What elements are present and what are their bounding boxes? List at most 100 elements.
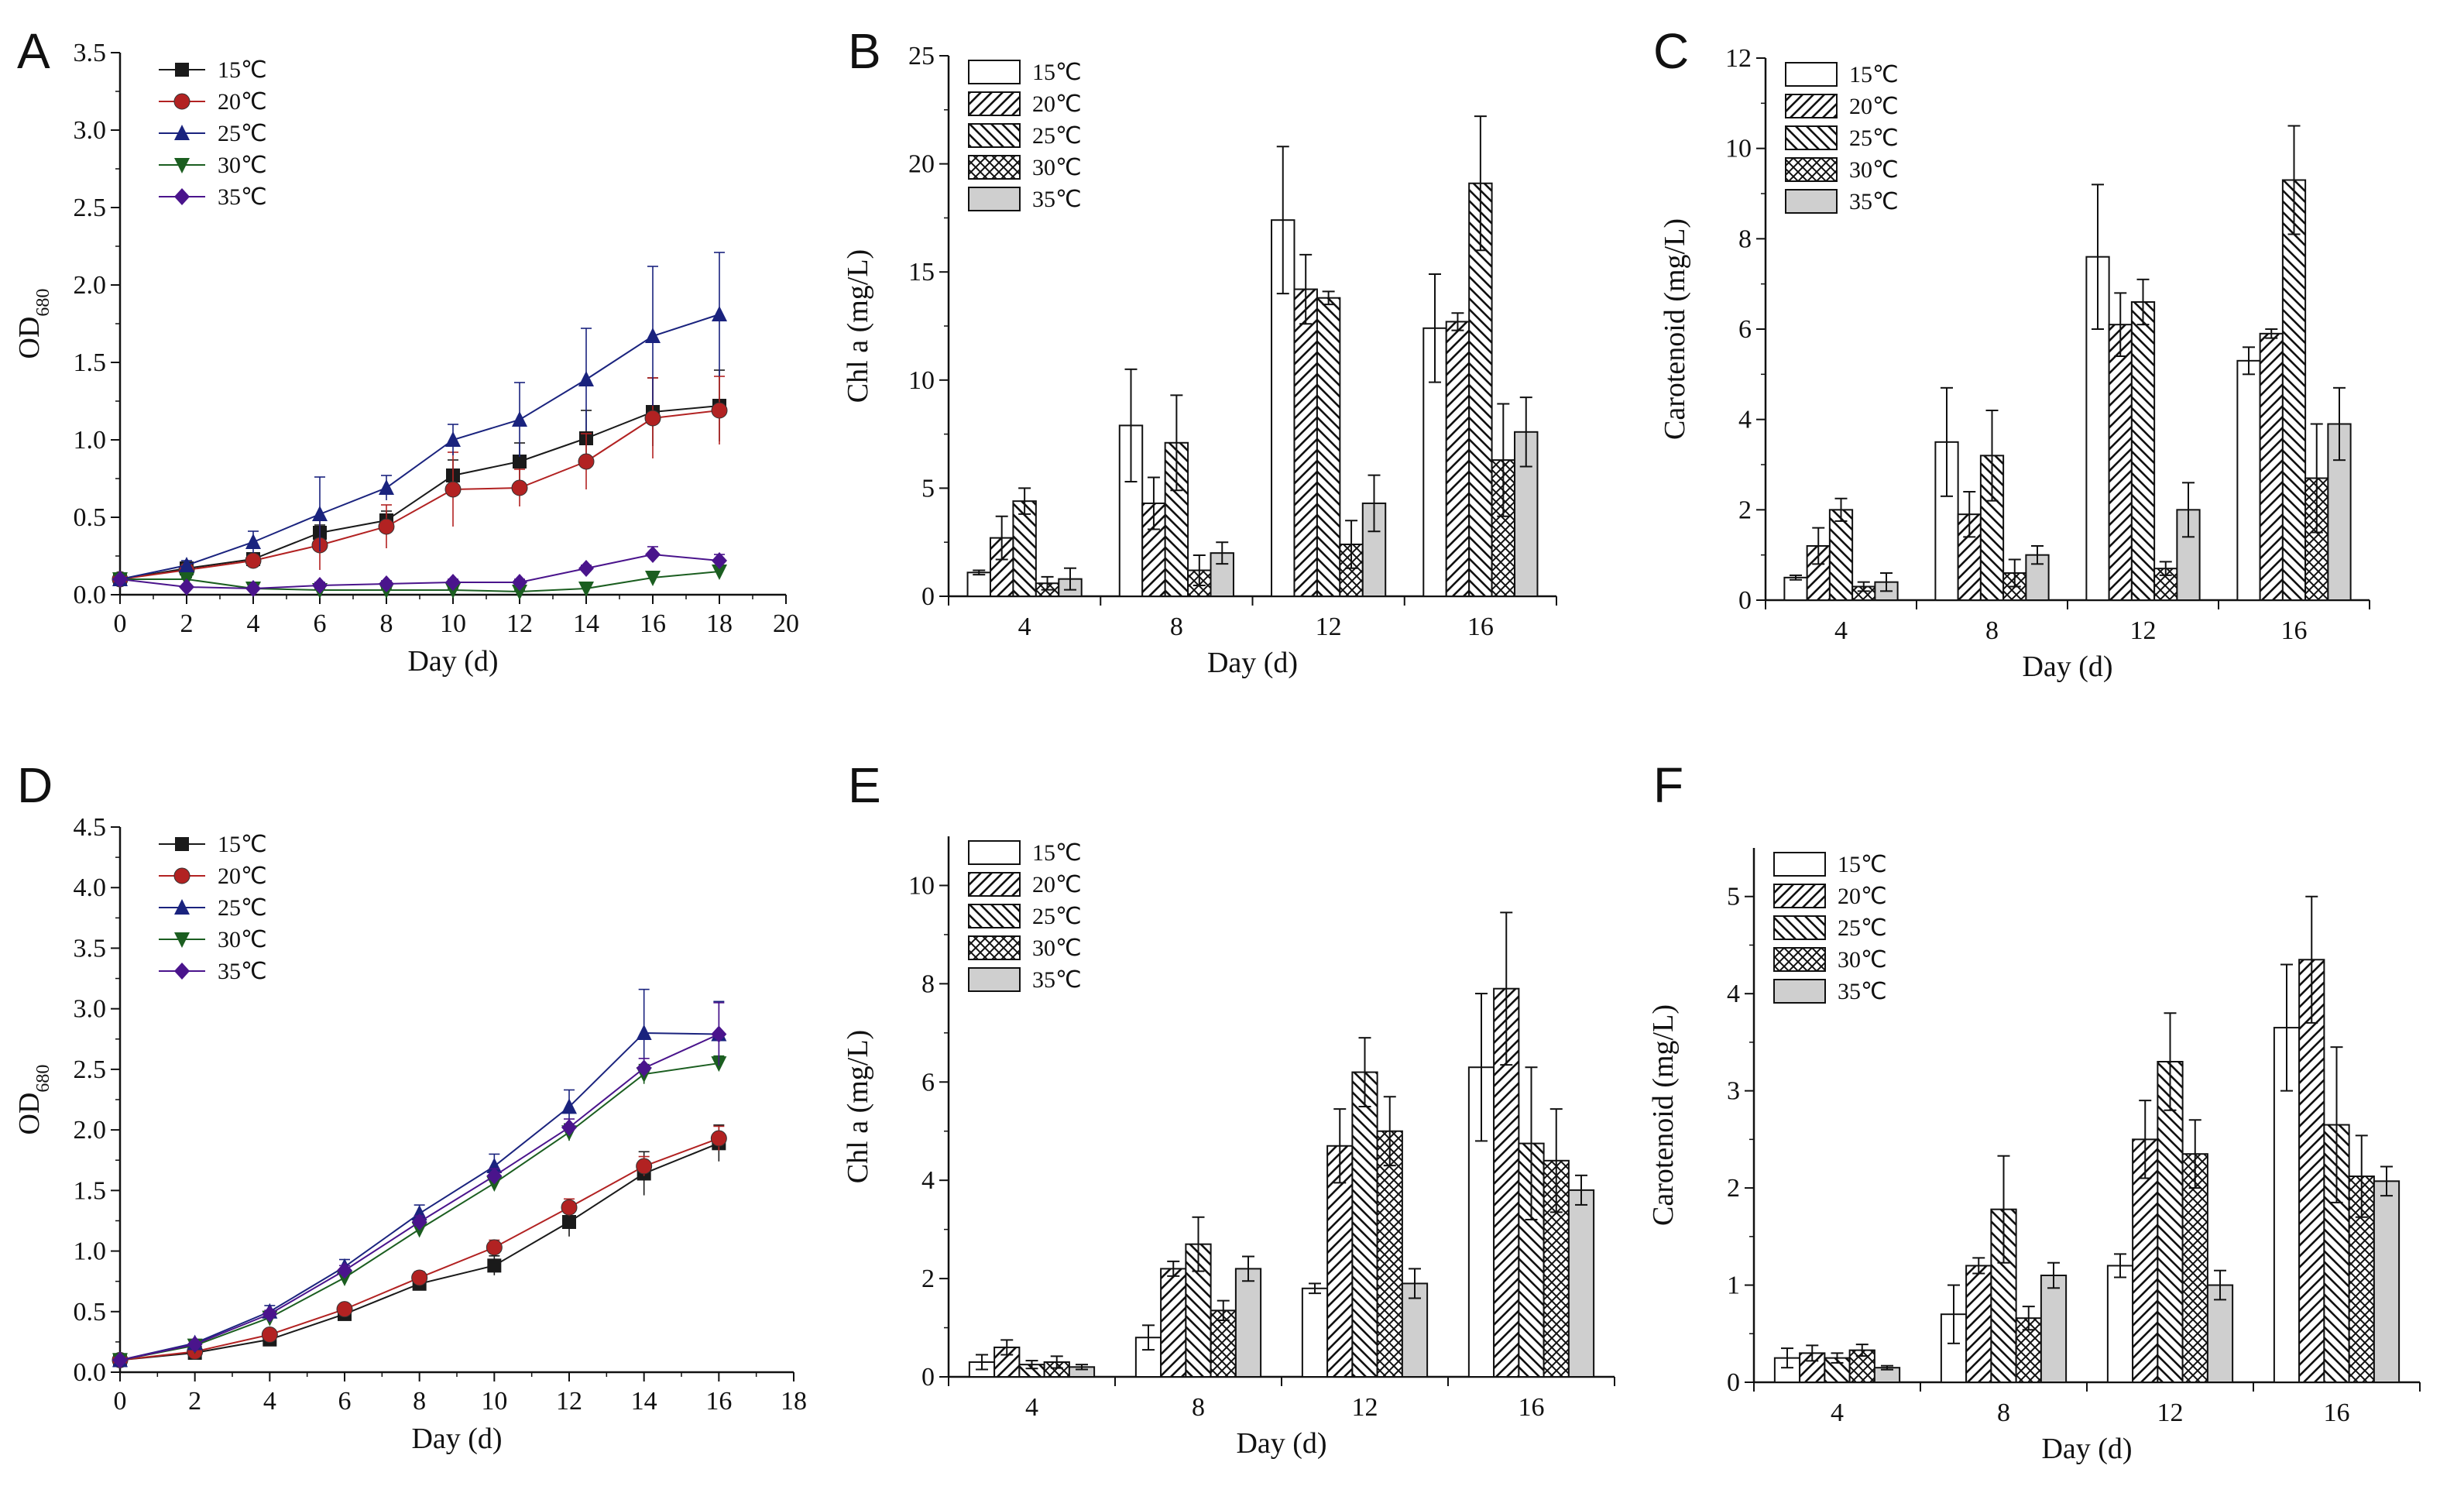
panel-c-legend-label: 35℃ bbox=[1849, 189, 1899, 215]
panel-e-y-tick-label: 6 bbox=[921, 1068, 935, 1097]
panel-e-x-axis-label: Day (d) bbox=[1236, 1427, 1326, 1460]
panel-b-y-tick-label: 25 bbox=[908, 42, 935, 70]
panel-d-data-point bbox=[112, 1351, 128, 1369]
panel-a-data-point bbox=[512, 574, 527, 591]
panel-a-data-point bbox=[712, 565, 727, 580]
panel-f-y-tick-label: 3 bbox=[1727, 1077, 1740, 1106]
panel-f-x-tick-label: 16 bbox=[2324, 1399, 2350, 1427]
panel-a-x-axis-label: Day (d) bbox=[407, 645, 498, 678]
panel-d-y-tick-label: 1.0 bbox=[74, 1237, 107, 1266]
panel-a-y-tick-label: 2.5 bbox=[74, 194, 107, 222]
panel-d-legend-label: 15℃ bbox=[218, 832, 267, 857]
panel-e-y-tick-label: 4 bbox=[921, 1166, 935, 1195]
panel-d-legend-marker bbox=[173, 867, 190, 884]
panel-f-bar bbox=[2298, 959, 2325, 1383]
panel-d-y-tick-label: 0.0 bbox=[74, 1358, 107, 1387]
panel-d-legend-marker bbox=[174, 899, 190, 915]
panel-label-f: F bbox=[1653, 757, 1683, 813]
panel-d-x-tick-label: 6 bbox=[338, 1387, 352, 1416]
panel-f-legend-label: 15℃ bbox=[1838, 852, 1887, 877]
panel-a-series-line-0 bbox=[119, 405, 720, 580]
panel-b-x-axis-label: Day (d) bbox=[1207, 647, 1298, 679]
panel-a-legend-marker bbox=[174, 125, 190, 140]
panel-b-legend-swatch bbox=[968, 60, 1021, 84]
panel-c-bar bbox=[2259, 332, 2284, 601]
panel-d-x-tick-label: 10 bbox=[481, 1387, 507, 1416]
panel-e-x-tick-label: 12 bbox=[1352, 1393, 1378, 1422]
panel-b-legend-label: 30℃ bbox=[1032, 155, 1082, 180]
panel-d-data-point bbox=[562, 1215, 576, 1230]
panel-b-y-tick-label: 0 bbox=[921, 582, 935, 611]
panel-d-y-tick-label: 2.0 bbox=[74, 1116, 107, 1145]
panel-e-legend-label: 20℃ bbox=[1032, 872, 1082, 898]
panel-d-series-line-1 bbox=[119, 1138, 719, 1361]
panel-a-data-point bbox=[645, 546, 661, 563]
panel-b-bar bbox=[1293, 288, 1318, 597]
panel-f-legend-swatch bbox=[1773, 884, 1826, 908]
panel-e-bar bbox=[1401, 1282, 1429, 1378]
panel-b-bar bbox=[1012, 500, 1037, 597]
panel-e-bar bbox=[1376, 1130, 1403, 1378]
panel-f-legend-swatch bbox=[1773, 852, 1826, 877]
panel-d-y-tick-label: 4.0 bbox=[74, 873, 107, 902]
panel-d-legend-label: 35℃ bbox=[218, 959, 267, 984]
panel-d-y-tick-label: 1.5 bbox=[74, 1176, 107, 1205]
chart-panel-b: 0 5 10 15 20 25 Chl a (mg/L) Day (d) 4 8 12 16 15℃ 20… bbox=[842, 42, 1557, 679]
panel-c-y-tick-label: 4 bbox=[1738, 406, 1752, 434]
chart-panel-a: 0.0 0.5 1.0 1.5 2.0 2.5 3.0 3.5 OD680 Day (d) 0 2 4 6… bbox=[13, 39, 799, 678]
panel-e-bar bbox=[1351, 1071, 1378, 1378]
panel-a-data-point bbox=[179, 557, 194, 572]
panel-d-data-point bbox=[411, 1269, 428, 1286]
panel-c-legend-label: 30℃ bbox=[1849, 157, 1899, 183]
panel-label-e: E bbox=[848, 757, 881, 813]
panel-b-legend-label: 15℃ bbox=[1032, 60, 1082, 85]
panel-a-x-tick-label: 12 bbox=[506, 609, 533, 638]
panel-a-x-tick-label: 2 bbox=[180, 609, 194, 638]
panel-f-y-tick-label: 2 bbox=[1727, 1174, 1740, 1203]
panel-a-legend-label: 20℃ bbox=[218, 89, 267, 115]
panel-d-data-point bbox=[486, 1158, 503, 1174]
panel-a-data-point bbox=[379, 479, 394, 495]
panel-f-x-tick-label: 12 bbox=[2157, 1399, 2184, 1427]
panel-a-data-point bbox=[512, 585, 527, 600]
panel-a-y-tick-label: 2.0 bbox=[74, 271, 107, 300]
panel-c-legend-label: 25℃ bbox=[1849, 125, 1899, 151]
panel-a-data-point bbox=[444, 481, 462, 498]
panel-f-bar bbox=[1990, 1208, 2017, 1384]
panel-e-y-tick-label: 0 bbox=[921, 1363, 935, 1392]
panel-c-legend-swatch bbox=[1785, 157, 1838, 182]
panel-f-bar bbox=[1965, 1265, 1992, 1384]
panel-a-data-point bbox=[379, 575, 394, 592]
panel-b-bar bbox=[966, 571, 991, 598]
panel-d-data-point bbox=[636, 1158, 653, 1175]
panel-d-y-tick-label: 0.5 bbox=[74, 1298, 107, 1327]
panel-b-x-tick-label: 12 bbox=[1316, 613, 1342, 641]
panel-c-bar bbox=[2236, 359, 2261, 601]
panel-f-y-tick-label: 5 bbox=[1727, 883, 1740, 911]
panel-b-y-tick-label: 5 bbox=[921, 474, 935, 503]
panel-c-legend-swatch bbox=[1785, 189, 1838, 214]
panel-a-data-point bbox=[312, 506, 328, 521]
panel-d-legend-label: 20℃ bbox=[218, 863, 267, 889]
panel-e-bar bbox=[1301, 1287, 1329, 1378]
panel-a-legend-marker bbox=[174, 158, 190, 173]
panel-f-y-tick-label: 1 bbox=[1727, 1272, 1740, 1300]
panel-c-legend-label: 20℃ bbox=[1849, 94, 1899, 119]
panel-a-series-line-2 bbox=[119, 314, 720, 580]
panel-e-x-tick-label: 16 bbox=[1519, 1393, 1545, 1422]
panel-d-data-point bbox=[187, 1336, 203, 1354]
panel-c-y-tick-label: 0 bbox=[1738, 586, 1752, 615]
panel-d-data-point bbox=[411, 1213, 427, 1231]
chart-panel-d: 0.0 0.5 1.0 1.5 2.0 2.5 3.0 3.5 4.0 4.5 OD680 Day (… bbox=[13, 813, 807, 1455]
panel-f-x-axis-label: Day (d) bbox=[2041, 1433, 2132, 1465]
panel-b-x-tick-label: 8 bbox=[1170, 613, 1183, 641]
panel-a-data-point bbox=[578, 371, 594, 386]
panel-d-data-point bbox=[636, 1059, 652, 1077]
panel-a-x-tick-label: 4 bbox=[247, 609, 260, 638]
panel-b-legend-swatch bbox=[968, 155, 1021, 180]
panel-d-data-point bbox=[262, 1305, 278, 1323]
panel-e-legend-swatch bbox=[968, 904, 1021, 928]
panel-f-x-tick-label: 4 bbox=[1831, 1399, 1844, 1427]
panel-b-y-tick-label: 10 bbox=[908, 366, 935, 395]
